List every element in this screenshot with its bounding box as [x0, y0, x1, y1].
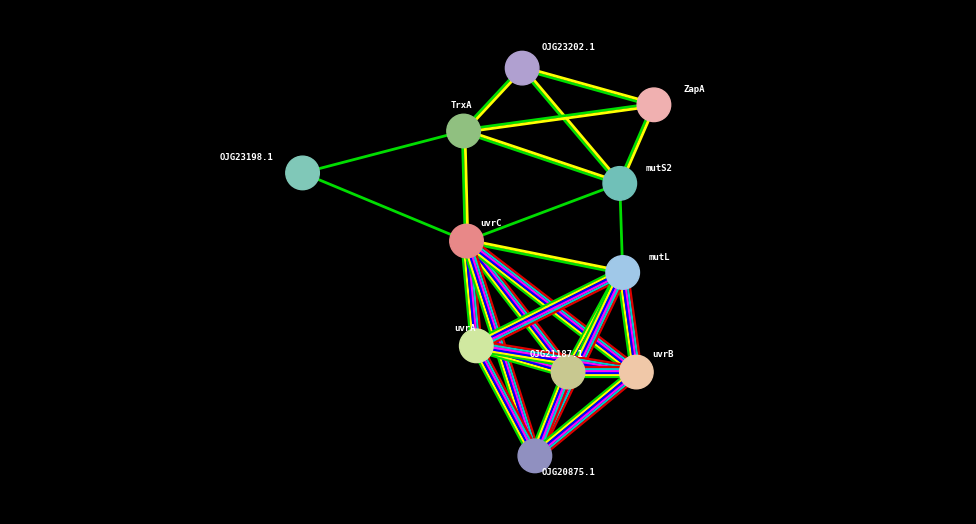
Circle shape	[447, 114, 480, 148]
Text: TrxA: TrxA	[451, 101, 472, 110]
Circle shape	[460, 329, 493, 363]
Text: OJG23202.1: OJG23202.1	[542, 43, 595, 52]
Text: uvrC: uvrC	[480, 219, 502, 228]
Text: mutL: mutL	[649, 253, 671, 262]
Circle shape	[620, 355, 653, 389]
Text: uvrA: uvrA	[454, 324, 475, 333]
Text: ZapA: ZapA	[683, 85, 705, 94]
Circle shape	[506, 51, 539, 85]
Text: OJG23198.1: OJG23198.1	[220, 154, 273, 162]
Circle shape	[637, 88, 671, 122]
Text: OJG20875.1: OJG20875.1	[542, 468, 595, 477]
Circle shape	[603, 167, 636, 200]
Circle shape	[286, 156, 319, 190]
Text: uvrB: uvrB	[652, 350, 673, 359]
Circle shape	[450, 224, 483, 258]
Text: mutS2: mutS2	[646, 164, 673, 173]
Text: OJG21187.1: OJG21187.1	[530, 350, 584, 359]
Circle shape	[518, 439, 551, 473]
Circle shape	[606, 256, 639, 289]
Circle shape	[551, 355, 585, 389]
